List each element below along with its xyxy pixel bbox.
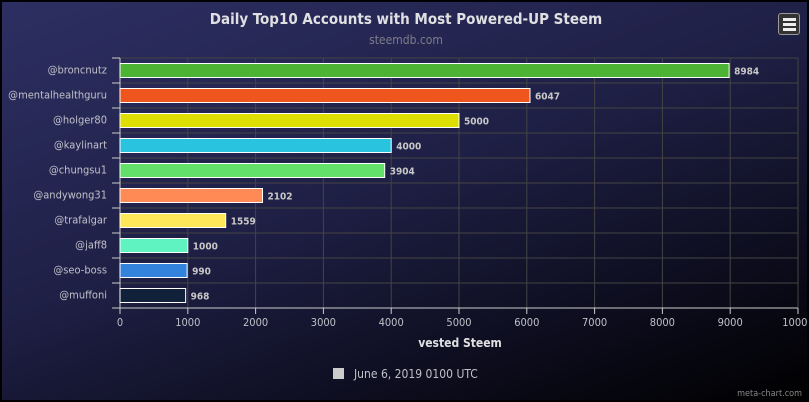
legend-label[interactable]: June 6, 2019 0100 UTC <box>353 367 478 381</box>
x-tick-label: 10000 <box>782 316 807 329</box>
x-tick-label: 6000 <box>514 316 539 329</box>
x-tick-label: 3000 <box>311 316 336 329</box>
legend-swatch[interactable] <box>333 368 344 379</box>
data-label: 1000 <box>193 242 218 253</box>
y-category-label: @holger80 <box>53 114 107 127</box>
chart-title: Daily Top10 Accounts with Most Powered-U… <box>210 10 602 28</box>
y-category-label: @mentalhealthguru <box>8 89 107 102</box>
y-category-label: @jaff8 <box>75 239 107 252</box>
y-category-label: @broncnutz <box>48 64 107 77</box>
chart-subtitle[interactable]: steemdb.com <box>369 33 443 47</box>
data-label: 990 <box>192 267 211 278</box>
data-label: 968 <box>191 292 210 303</box>
x-tick-label: 4000 <box>379 316 404 329</box>
data-label: 2102 <box>268 192 293 203</box>
y-category-label: @seo-boss <box>53 264 107 277</box>
y-category-label: @trafalgar <box>54 214 108 227</box>
bar[interactable] <box>119 63 730 78</box>
bar[interactable] <box>119 238 189 253</box>
data-label: 5000 <box>464 117 489 128</box>
data-label: 3904 <box>390 167 415 178</box>
y-category-label: @muffoni <box>59 289 107 302</box>
x-tick-label: 9000 <box>718 316 743 329</box>
bar[interactable] <box>119 113 460 128</box>
x-tick-label: 7000 <box>582 316 607 329</box>
bar[interactable] <box>119 263 188 278</box>
bar[interactable] <box>119 138 392 153</box>
x-tick-label: 1000 <box>175 316 200 329</box>
x-tick-label: 0 <box>117 316 123 329</box>
credit-link[interactable]: meta-chart.com <box>737 389 802 399</box>
x-tick-label: 8000 <box>650 316 675 329</box>
bar[interactable] <box>119 88 531 103</box>
data-label: 8984 <box>734 67 759 78</box>
bar[interactable] <box>119 288 187 303</box>
bar[interactable] <box>119 188 264 203</box>
x-axis-title: vested Steem <box>418 336 502 350</box>
menu-icon[interactable] <box>778 13 800 35</box>
x-tick-label: 2000 <box>243 316 268 329</box>
bar[interactable] <box>119 163 386 178</box>
y-category-label: @kaylinart <box>54 139 107 152</box>
y-category-label: @andywong31 <box>33 189 107 202</box>
data-label: 4000 <box>396 142 421 153</box>
data-label: 6047 <box>535 92 560 103</box>
data-label: 1559 <box>231 217 256 228</box>
y-category-label: @chungsu1 <box>49 164 107 177</box>
x-tick-label: 5000 <box>446 316 471 329</box>
bar[interactable] <box>119 213 227 228</box>
